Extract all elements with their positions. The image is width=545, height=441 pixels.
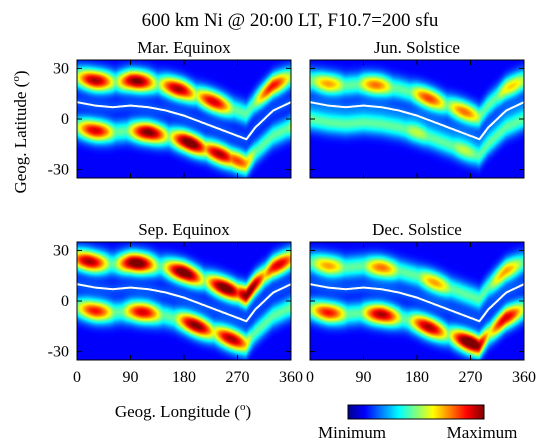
- x-tick-label: 90: [356, 369, 372, 386]
- x-tick-label: 0: [306, 369, 314, 386]
- colorbar-min-label: Minimum: [318, 423, 386, 441]
- x-tick-label: 180: [405, 369, 429, 386]
- panel-title: Sep. Equinox: [138, 220, 230, 239]
- colorbar-max-label: Maximum: [447, 423, 518, 441]
- y-axis-label: Geog. Latitude (o): [10, 70, 30, 193]
- x-axis-label: Geog. Longitude (o): [115, 401, 251, 421]
- y-tick-label: 30: [53, 242, 69, 259]
- panel-jun-solstice: Jun. Solstice: [309, 38, 525, 179]
- y-tick-label: 0: [61, 111, 69, 128]
- magnetic-equator-line: [76, 283, 292, 323]
- magnetic-equator-line: [309, 283, 525, 323]
- x-tick-label: 270: [459, 369, 483, 386]
- panel-dec-solstice: Dec. Solstice 0 90 180 270 360: [306, 220, 536, 386]
- y-tick-label: 30: [53, 60, 69, 77]
- magnetic-equator-line: [309, 101, 525, 141]
- y-tick-label: -30: [48, 162, 69, 179]
- heatmap: [310, 60, 524, 178]
- panel-title: Mar. Equinox: [137, 38, 231, 57]
- magnetic-equator-line: [76, 101, 292, 141]
- y-tick-label: 0: [61, 293, 69, 310]
- x-tick-label: 0: [73, 369, 81, 386]
- heatmap: [77, 242, 291, 360]
- x-tick-label: 270: [226, 369, 250, 386]
- x-tick-label: 360: [512, 369, 536, 386]
- heatmap: [77, 60, 291, 178]
- panel-mar-equinox: Mar. Equinox 30 0 -30: [48, 38, 292, 179]
- panel-title: Dec. Solstice: [372, 220, 462, 239]
- x-tick-label: 180: [172, 369, 196, 386]
- x-tick-label: 360: [279, 369, 303, 386]
- heatmap: [310, 242, 524, 360]
- x-tick-label: 90: [123, 369, 139, 386]
- chart-title: 600 km Ni @ 20:00 LT, F10.7=200 sfu: [142, 10, 439, 31]
- panel-title: Jun. Solstice: [374, 38, 460, 57]
- colorbar: [347, 404, 485, 420]
- y-tick-label: -30: [48, 344, 69, 361]
